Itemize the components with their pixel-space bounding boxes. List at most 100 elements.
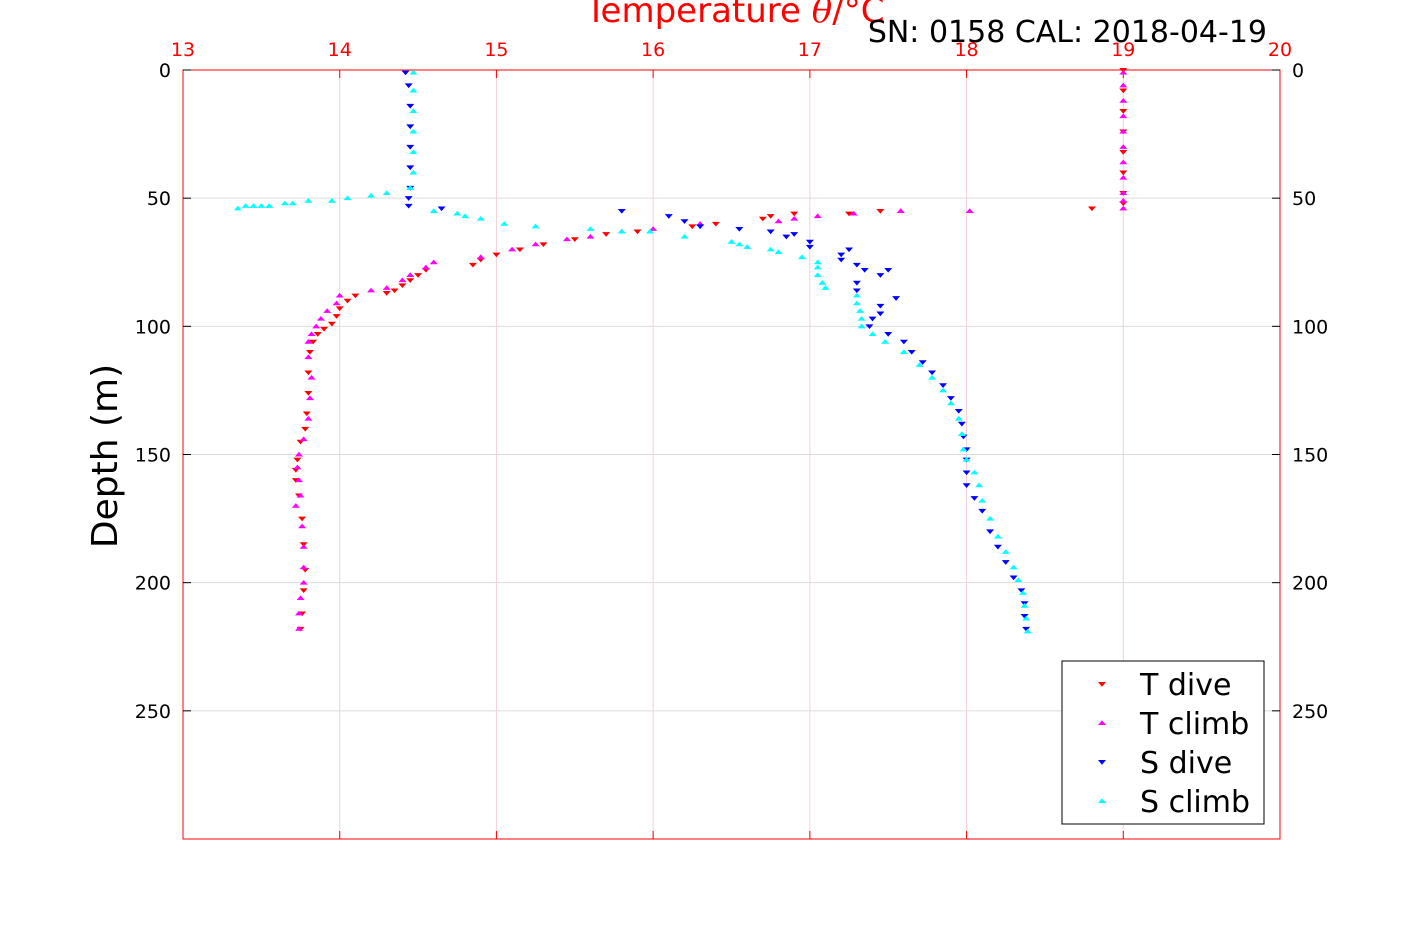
s-climb-point bbox=[975, 482, 984, 488]
s-climb-point bbox=[257, 203, 266, 208]
t-climb-point bbox=[316, 315, 325, 321]
s-climb-point bbox=[1009, 564, 1018, 570]
t-dive-point bbox=[539, 242, 548, 248]
t-climb-point bbox=[305, 395, 314, 401]
t-climb-point bbox=[1119, 198, 1128, 203]
t-climb-point bbox=[508, 246, 517, 252]
t-climb-point bbox=[849, 210, 858, 216]
s-climb-point bbox=[409, 149, 418, 155]
s-climb-point bbox=[798, 254, 807, 260]
legend-label-s-dive: S dive bbox=[1140, 746, 1232, 781]
s-climb-point bbox=[343, 195, 352, 201]
t-climb-point bbox=[562, 236, 571, 242]
t-climb-point bbox=[896, 208, 905, 213]
t-climb-point bbox=[332, 300, 341, 306]
s-dive-point bbox=[406, 124, 415, 130]
s-climb-point bbox=[986, 515, 995, 521]
y-tick-label-left: 50 bbox=[147, 188, 171, 210]
s-dive-point bbox=[876, 311, 885, 317]
s-dive-point bbox=[1017, 588, 1026, 594]
t-dive-point bbox=[570, 237, 579, 242]
t-climb-point bbox=[304, 339, 313, 344]
t-climb-point bbox=[323, 308, 332, 313]
s-climb-point bbox=[766, 246, 775, 252]
t-dive-point bbox=[327, 321, 336, 327]
s-climb-point bbox=[280, 200, 289, 206]
t-dive-point bbox=[343, 298, 352, 304]
s-climb-point bbox=[774, 249, 783, 254]
s-climb-point bbox=[409, 87, 418, 93]
t-dive-point bbox=[406, 278, 415, 283]
s-climb-point bbox=[617, 228, 626, 234]
t-climb-point bbox=[294, 610, 303, 616]
s-climb-point bbox=[946, 400, 955, 406]
s-dive-point bbox=[884, 332, 893, 337]
x-tick-label: 18 bbox=[954, 39, 978, 61]
t-dive-point bbox=[468, 262, 477, 268]
s-climb-point bbox=[680, 233, 689, 239]
t-dive-point bbox=[492, 252, 501, 258]
s-climb-point bbox=[1023, 628, 1032, 634]
s-dive-point bbox=[918, 360, 927, 365]
s-climb-point bbox=[928, 374, 937, 380]
s-climb-point bbox=[288, 200, 297, 206]
t-climb-point bbox=[429, 259, 438, 265]
legend-items: T dive T climb S dive S climb bbox=[1098, 668, 1250, 820]
t-dive-point bbox=[299, 588, 308, 594]
s-climb-point bbox=[962, 456, 971, 462]
chart-title: Temperature θ/°C bbox=[585, 0, 885, 31]
t-dive-point bbox=[320, 326, 329, 332]
serial-cal-header: SN: 0158 CAL: 2018-04-19 bbox=[868, 15, 1267, 50]
t-dive-point bbox=[309, 339, 318, 345]
x-tick-label: 13 bbox=[171, 39, 195, 61]
s-climb-point bbox=[868, 331, 877, 337]
y-tick-label-left: 200 bbox=[135, 573, 171, 595]
s-dive-point bbox=[876, 273, 885, 278]
t-climb-point bbox=[406, 272, 415, 278]
s-dive-point bbox=[782, 234, 791, 240]
s-climb-point bbox=[1018, 590, 1027, 595]
s-climb-point bbox=[233, 205, 242, 211]
t-dive-point bbox=[301, 426, 310, 432]
s-climb-point bbox=[821, 285, 830, 290]
t-climb-point bbox=[335, 292, 344, 298]
s-dive-point bbox=[680, 219, 689, 224]
s-climb-point bbox=[735, 241, 744, 247]
legend-marker-s-dive bbox=[1098, 760, 1106, 765]
s-dive-point bbox=[993, 544, 1002, 550]
t-climb-point bbox=[1119, 205, 1128, 211]
legend-marker-t-dive bbox=[1098, 682, 1106, 687]
t-climb-point bbox=[1119, 128, 1128, 134]
y-tick-label-left: 0 bbox=[159, 60, 171, 82]
s-climb-point bbox=[899, 349, 908, 354]
t-climb-point bbox=[299, 564, 308, 570]
s-climb-point bbox=[409, 69, 418, 75]
t-dive-point bbox=[305, 349, 314, 355]
s-dive-point bbox=[696, 224, 705, 230]
t-climb-point bbox=[296, 595, 305, 601]
s-climb-point bbox=[461, 213, 470, 219]
t-climb-point bbox=[304, 354, 313, 360]
s-climb-point bbox=[915, 362, 924, 367]
t-climb-point bbox=[476, 254, 485, 260]
s-dive-point bbox=[766, 229, 775, 235]
y-axis-label: Depth (m) bbox=[85, 364, 126, 548]
legend-marker-s-climb bbox=[1098, 798, 1106, 803]
s-dive-point bbox=[664, 214, 673, 219]
t-climb-point bbox=[298, 523, 307, 529]
s-climb-point bbox=[265, 203, 274, 208]
s-dive-point bbox=[939, 383, 948, 388]
t-dive-point bbox=[332, 314, 341, 319]
s-dive-point bbox=[978, 508, 987, 514]
t-dive-point bbox=[845, 211, 854, 217]
s-climb-point bbox=[743, 244, 752, 249]
t-dive-point bbox=[876, 209, 885, 214]
s-dive-point bbox=[852, 288, 861, 294]
s-climb-point bbox=[453, 210, 462, 216]
t-dive-point bbox=[1119, 88, 1128, 94]
t-dive-point bbox=[602, 232, 611, 237]
s-dive-point bbox=[837, 252, 846, 258]
s-climb-point bbox=[813, 272, 822, 278]
s-climb-point bbox=[957, 431, 966, 436]
